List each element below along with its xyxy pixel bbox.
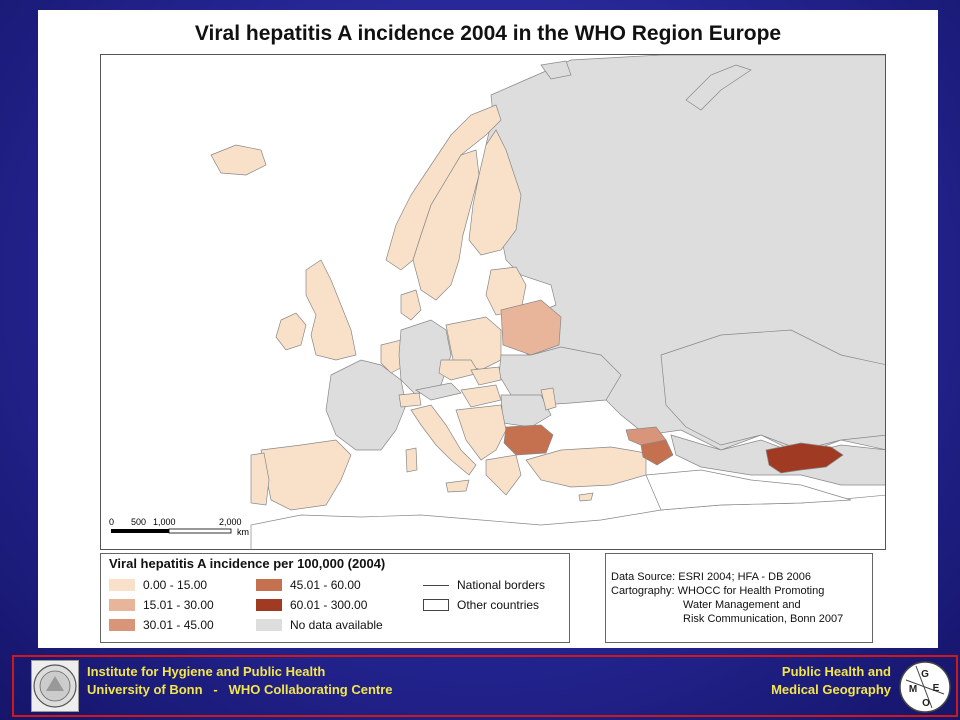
moldova bbox=[540, 387, 557, 411]
university-name: University of Bonn - WHO Collaborating C… bbox=[87, 682, 393, 697]
legend-swatch bbox=[109, 579, 135, 591]
ireland bbox=[275, 312, 307, 351]
other-countries-symbol bbox=[423, 599, 449, 611]
switzerland bbox=[398, 392, 422, 408]
legend-swatch bbox=[256, 619, 282, 631]
sicily bbox=[445, 479, 470, 493]
bulgaria bbox=[503, 424, 554, 456]
cyprus bbox=[578, 492, 594, 502]
svg-text:1,000: 1,000 bbox=[153, 517, 176, 527]
svg-text:km: km bbox=[237, 527, 249, 537]
europe-map: 0 500 1,000 2,000 km bbox=[101, 55, 885, 549]
svg-text:2,000: 2,000 bbox=[219, 517, 242, 527]
department-line-2: Medical Geography bbox=[771, 682, 891, 697]
finland bbox=[468, 129, 522, 256]
sweden bbox=[412, 149, 480, 301]
novaya-zemlya bbox=[685, 64, 752, 111]
france bbox=[325, 359, 407, 451]
map-frame: 0 500 1,000 2,000 km bbox=[100, 54, 886, 550]
legend-item-class-5: 60.01 - 300.00 bbox=[256, 598, 367, 612]
italy bbox=[410, 404, 477, 476]
legend-item-class-1: 0.00 - 15.00 bbox=[109, 578, 207, 592]
svg-text:E: E bbox=[933, 683, 940, 694]
legend: Viral hepatitis A incidence per 100,000 … bbox=[100, 553, 570, 643]
map-title: Viral hepatitis A incidence 2004 in the … bbox=[194, 22, 782, 45]
czech-republic bbox=[438, 359, 480, 381]
united-kingdom bbox=[305, 259, 357, 361]
ukraine bbox=[498, 346, 622, 406]
belarus bbox=[500, 299, 562, 356]
legend-swatch bbox=[109, 619, 135, 631]
legend-swatch bbox=[256, 599, 282, 611]
svg-text:O: O bbox=[922, 698, 930, 709]
source-line-4: Risk Communication, Bonn 2007 bbox=[683, 613, 844, 625]
armenia-azerbaijan bbox=[640, 439, 674, 466]
denmark bbox=[400, 289, 422, 321]
scale-bar: 0 500 1,000 2,000 km bbox=[109, 517, 249, 537]
footer-bar: Institute for Hygiene and Public Health … bbox=[12, 655, 958, 717]
spain bbox=[260, 439, 352, 511]
svalbard bbox=[540, 60, 572, 80]
middle-east bbox=[645, 469, 852, 511]
svg-text:M: M bbox=[909, 684, 917, 695]
geomed-logo-icon: G E M O bbox=[898, 660, 952, 714]
legend-item-class-3: 30.01 - 45.00 bbox=[109, 618, 214, 632]
north-africa bbox=[250, 494, 885, 549]
institute-name: Institute for Hygiene and Public Health bbox=[87, 664, 326, 679]
svg-text:G: G bbox=[921, 669, 929, 680]
source-credits: Data Source: ESRI 2004; HFA - DB 2006 Ca… bbox=[605, 553, 873, 643]
legend-swatch bbox=[256, 579, 282, 591]
department-line-1: Public Health and bbox=[781, 664, 891, 679]
hungary bbox=[460, 384, 502, 408]
greece bbox=[485, 454, 522, 496]
balkans bbox=[455, 404, 507, 461]
slovakia bbox=[470, 366, 502, 386]
source-line-3: Water Management and bbox=[683, 599, 801, 611]
sardinia bbox=[405, 447, 418, 473]
university-seal-icon bbox=[31, 660, 79, 712]
legend-title: Viral hepatitis A incidence per 100,000 … bbox=[109, 556, 386, 571]
legend-item-national-borders: National borders bbox=[423, 578, 545, 592]
legend-item-no-data: No data available bbox=[256, 618, 383, 632]
iceland bbox=[210, 144, 267, 176]
portugal bbox=[250, 452, 270, 506]
border-line-symbol bbox=[423, 584, 449, 586]
legend-item-class-4: 45.01 - 60.00 bbox=[256, 578, 361, 592]
legend-item-other-countries: Other countries bbox=[423, 598, 539, 612]
legend-item-class-2: 15.01 - 30.00 bbox=[109, 598, 214, 612]
legend-swatch bbox=[109, 599, 135, 611]
kazakhstan-region bbox=[660, 329, 885, 451]
svg-text:500: 500 bbox=[131, 517, 146, 527]
svg-text:0: 0 bbox=[109, 517, 114, 527]
slide-panel: Viral hepatitis A incidence 2004 in the … bbox=[38, 10, 938, 648]
source-line-2: Cartography: WHOCC for Health Promoting bbox=[611, 585, 825, 597]
austria bbox=[415, 382, 462, 401]
source-line-1: Data Source: ESRI 2004; HFA - DB 2006 bbox=[611, 571, 811, 583]
kyrgyzstan bbox=[765, 442, 844, 474]
